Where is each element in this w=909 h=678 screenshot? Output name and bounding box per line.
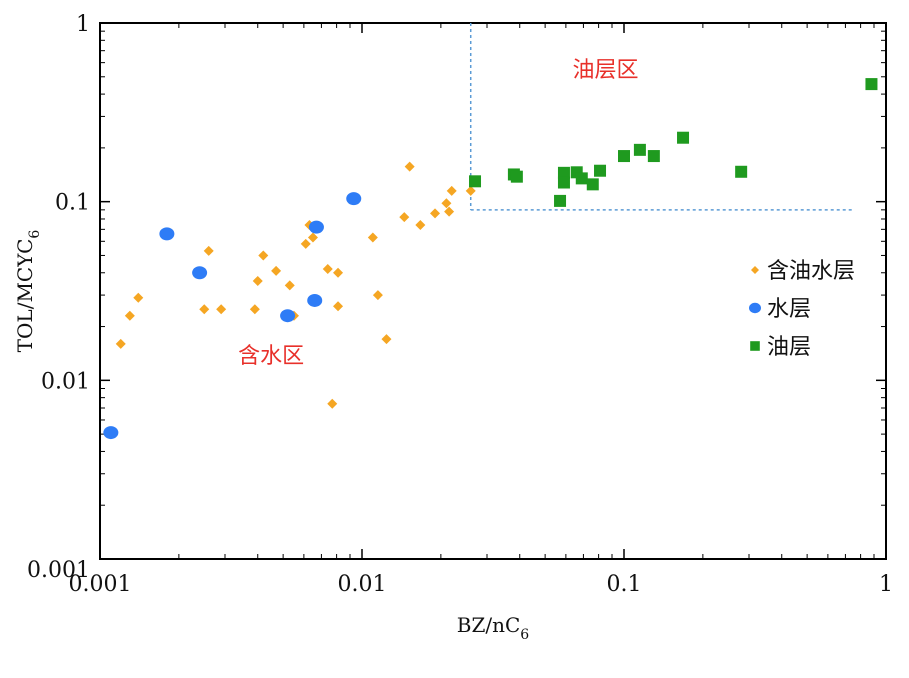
y-tick-label: 1 xyxy=(76,12,90,37)
legend-oil-water-layer-point-marker xyxy=(751,266,759,274)
series-oil-water-layer-point xyxy=(115,161,476,409)
water-layer-point xyxy=(103,426,119,440)
x-tick-label: 0.001 xyxy=(69,572,132,597)
oil-water-layer-point xyxy=(333,267,344,278)
oil-layer-point xyxy=(575,172,588,185)
oil-water-layer-point xyxy=(115,338,126,349)
oil-water-layer-point xyxy=(252,275,263,286)
oil-water-layer-point xyxy=(203,245,214,256)
oil-water-layer-point xyxy=(284,280,295,291)
oil-water-layer-point xyxy=(258,250,269,261)
oil-layer-point xyxy=(557,166,570,179)
oil-water-layer-point xyxy=(271,265,282,276)
legend-oil-layer-point-marker xyxy=(750,341,760,351)
oil-water-layer-point xyxy=(381,334,392,345)
oil-water-layer-point xyxy=(367,232,378,243)
legend-label: 水层 xyxy=(767,297,811,322)
axis-ticks: 0.001 0.01 0.1 1 0.001 0.01 0.1 1 xyxy=(27,12,893,597)
oil-water-layer-point xyxy=(249,304,260,315)
oil-water-layer-point xyxy=(444,206,455,217)
legend-label: 含油水层 xyxy=(767,259,855,284)
oil-layer-point xyxy=(586,178,599,191)
oil-water-layer-point xyxy=(216,304,227,315)
oil-water-layer-point xyxy=(465,185,476,196)
water-layer-point xyxy=(346,192,362,206)
oil-layer-point xyxy=(735,165,748,178)
series-water-layer-point xyxy=(103,192,362,440)
oil-water-layer-point xyxy=(415,220,426,231)
region-label: 含水区 xyxy=(238,344,304,369)
oil-water-layer-point xyxy=(327,398,338,409)
oil-layer-point xyxy=(557,176,570,189)
series-oil-layer-point xyxy=(469,78,878,207)
plot-frame xyxy=(99,22,887,560)
y-tick-label: 0.001 xyxy=(27,558,90,583)
oil-water-layer-point xyxy=(399,212,410,223)
oil-layer-point xyxy=(594,164,607,177)
legend-water-layer-point-marker xyxy=(749,302,761,314)
oil-water-layer-point xyxy=(446,185,457,196)
region-label: 油层区 xyxy=(572,58,638,83)
oil-water-layer-point xyxy=(199,304,210,315)
oil-layer-point xyxy=(865,78,878,91)
oil-water-layer-point xyxy=(322,263,333,274)
data-points xyxy=(103,78,878,440)
threshold-lines xyxy=(469,23,854,211)
oil-water-layer-point xyxy=(333,301,344,312)
oil-layer-point xyxy=(469,175,482,188)
x-tick-label: 0.01 xyxy=(338,572,387,597)
oil-water-layer-point xyxy=(404,161,415,172)
water-layer-point xyxy=(159,227,175,241)
x-tick-label: 1 xyxy=(879,572,893,597)
y-axis-label: TOL/MCYC6 xyxy=(13,230,43,353)
oil-layer-point xyxy=(510,170,523,183)
oil-water-layer-point xyxy=(300,238,311,249)
oil-water-layer-point xyxy=(307,232,318,243)
x-axis-label: BZ/nC6 xyxy=(457,613,530,643)
y-tick-label: 0.1 xyxy=(55,191,90,216)
oil-layer-point xyxy=(618,150,630,163)
oil-layer-point xyxy=(633,143,646,156)
oil-layer-point xyxy=(677,131,690,144)
oil-water-layer-point xyxy=(372,290,383,301)
oil-layer-point xyxy=(554,194,567,207)
oil-water-layer-point xyxy=(133,292,144,303)
x-tick-label: 0.1 xyxy=(607,572,642,597)
oil-layer-point xyxy=(647,150,660,163)
oil-water-layer-point xyxy=(430,208,441,219)
water-layer-point xyxy=(307,293,323,307)
water-layer-point xyxy=(308,220,324,234)
oil-water-layer-point xyxy=(124,310,135,321)
oil-water-layer-point xyxy=(441,198,452,209)
legend-label: 油层 xyxy=(767,335,811,360)
y-tick-label: 0.01 xyxy=(41,369,90,394)
water-layer-point xyxy=(280,309,296,323)
water-layer-point xyxy=(192,266,208,280)
